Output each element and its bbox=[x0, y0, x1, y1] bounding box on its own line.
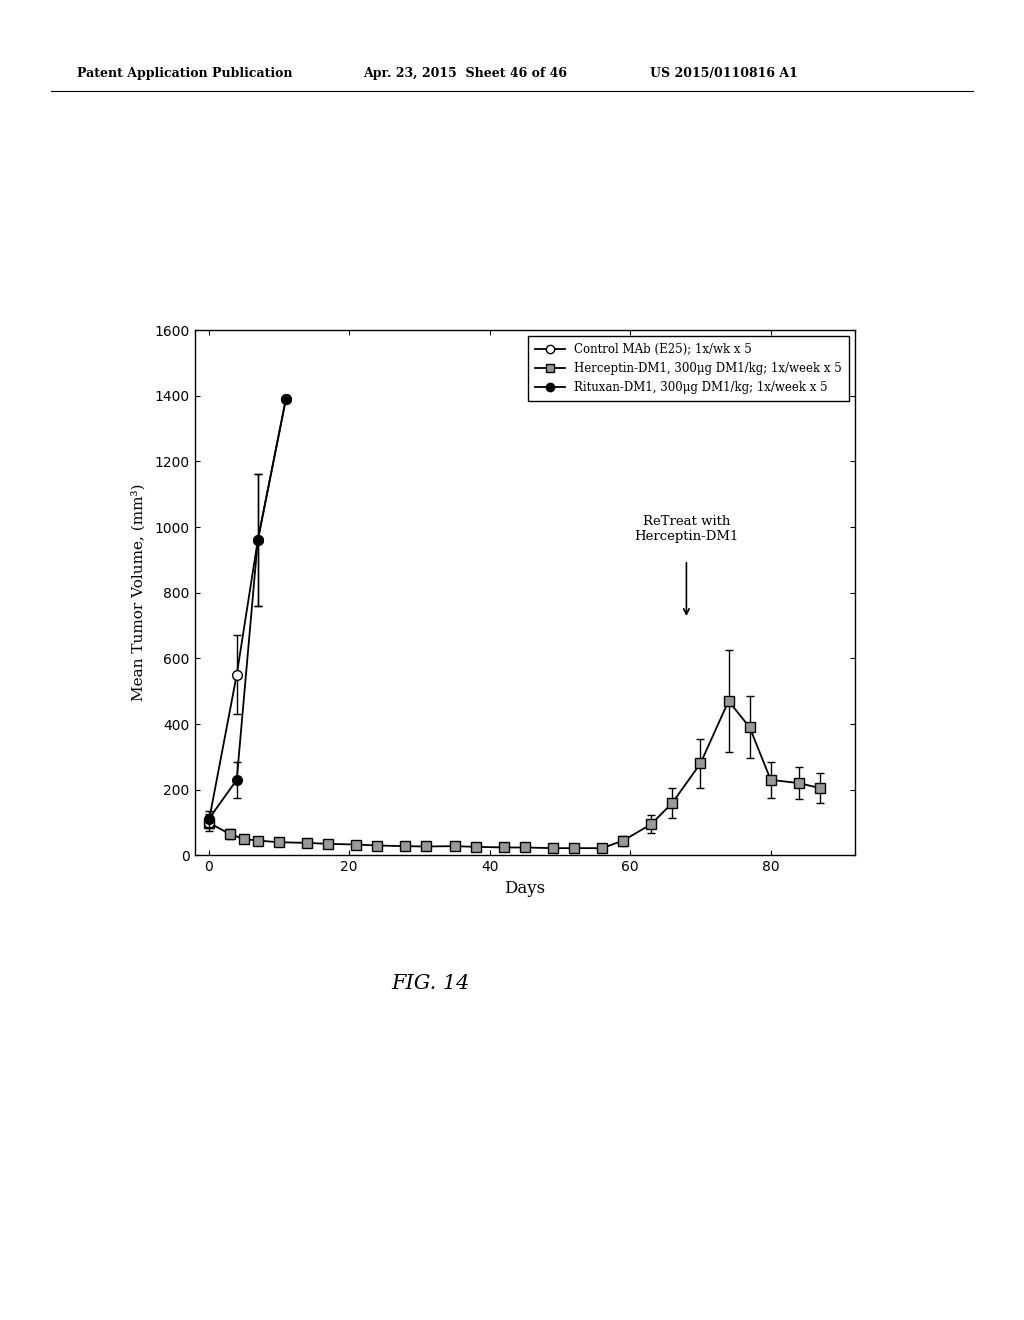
X-axis label: Days: Days bbox=[504, 879, 546, 896]
Text: FIG. 14: FIG. 14 bbox=[391, 974, 469, 993]
Text: ReTreat with
Herceptin-DM1: ReTreat with Herceptin-DM1 bbox=[634, 515, 738, 544]
Legend: Control MAb (E25); 1x/wk x 5, Herceptin-DM1, 300μg DM1/kg; 1x/week x 5, Rituxan-: Control MAb (E25); 1x/wk x 5, Herceptin-… bbox=[528, 335, 849, 401]
Y-axis label: Mean Tumor Volume, (mm³): Mean Tumor Volume, (mm³) bbox=[132, 484, 146, 701]
Text: Patent Application Publication: Patent Application Publication bbox=[77, 67, 292, 81]
Text: US 2015/0110816 A1: US 2015/0110816 A1 bbox=[650, 67, 798, 81]
Text: Apr. 23, 2015  Sheet 46 of 46: Apr. 23, 2015 Sheet 46 of 46 bbox=[364, 67, 567, 81]
